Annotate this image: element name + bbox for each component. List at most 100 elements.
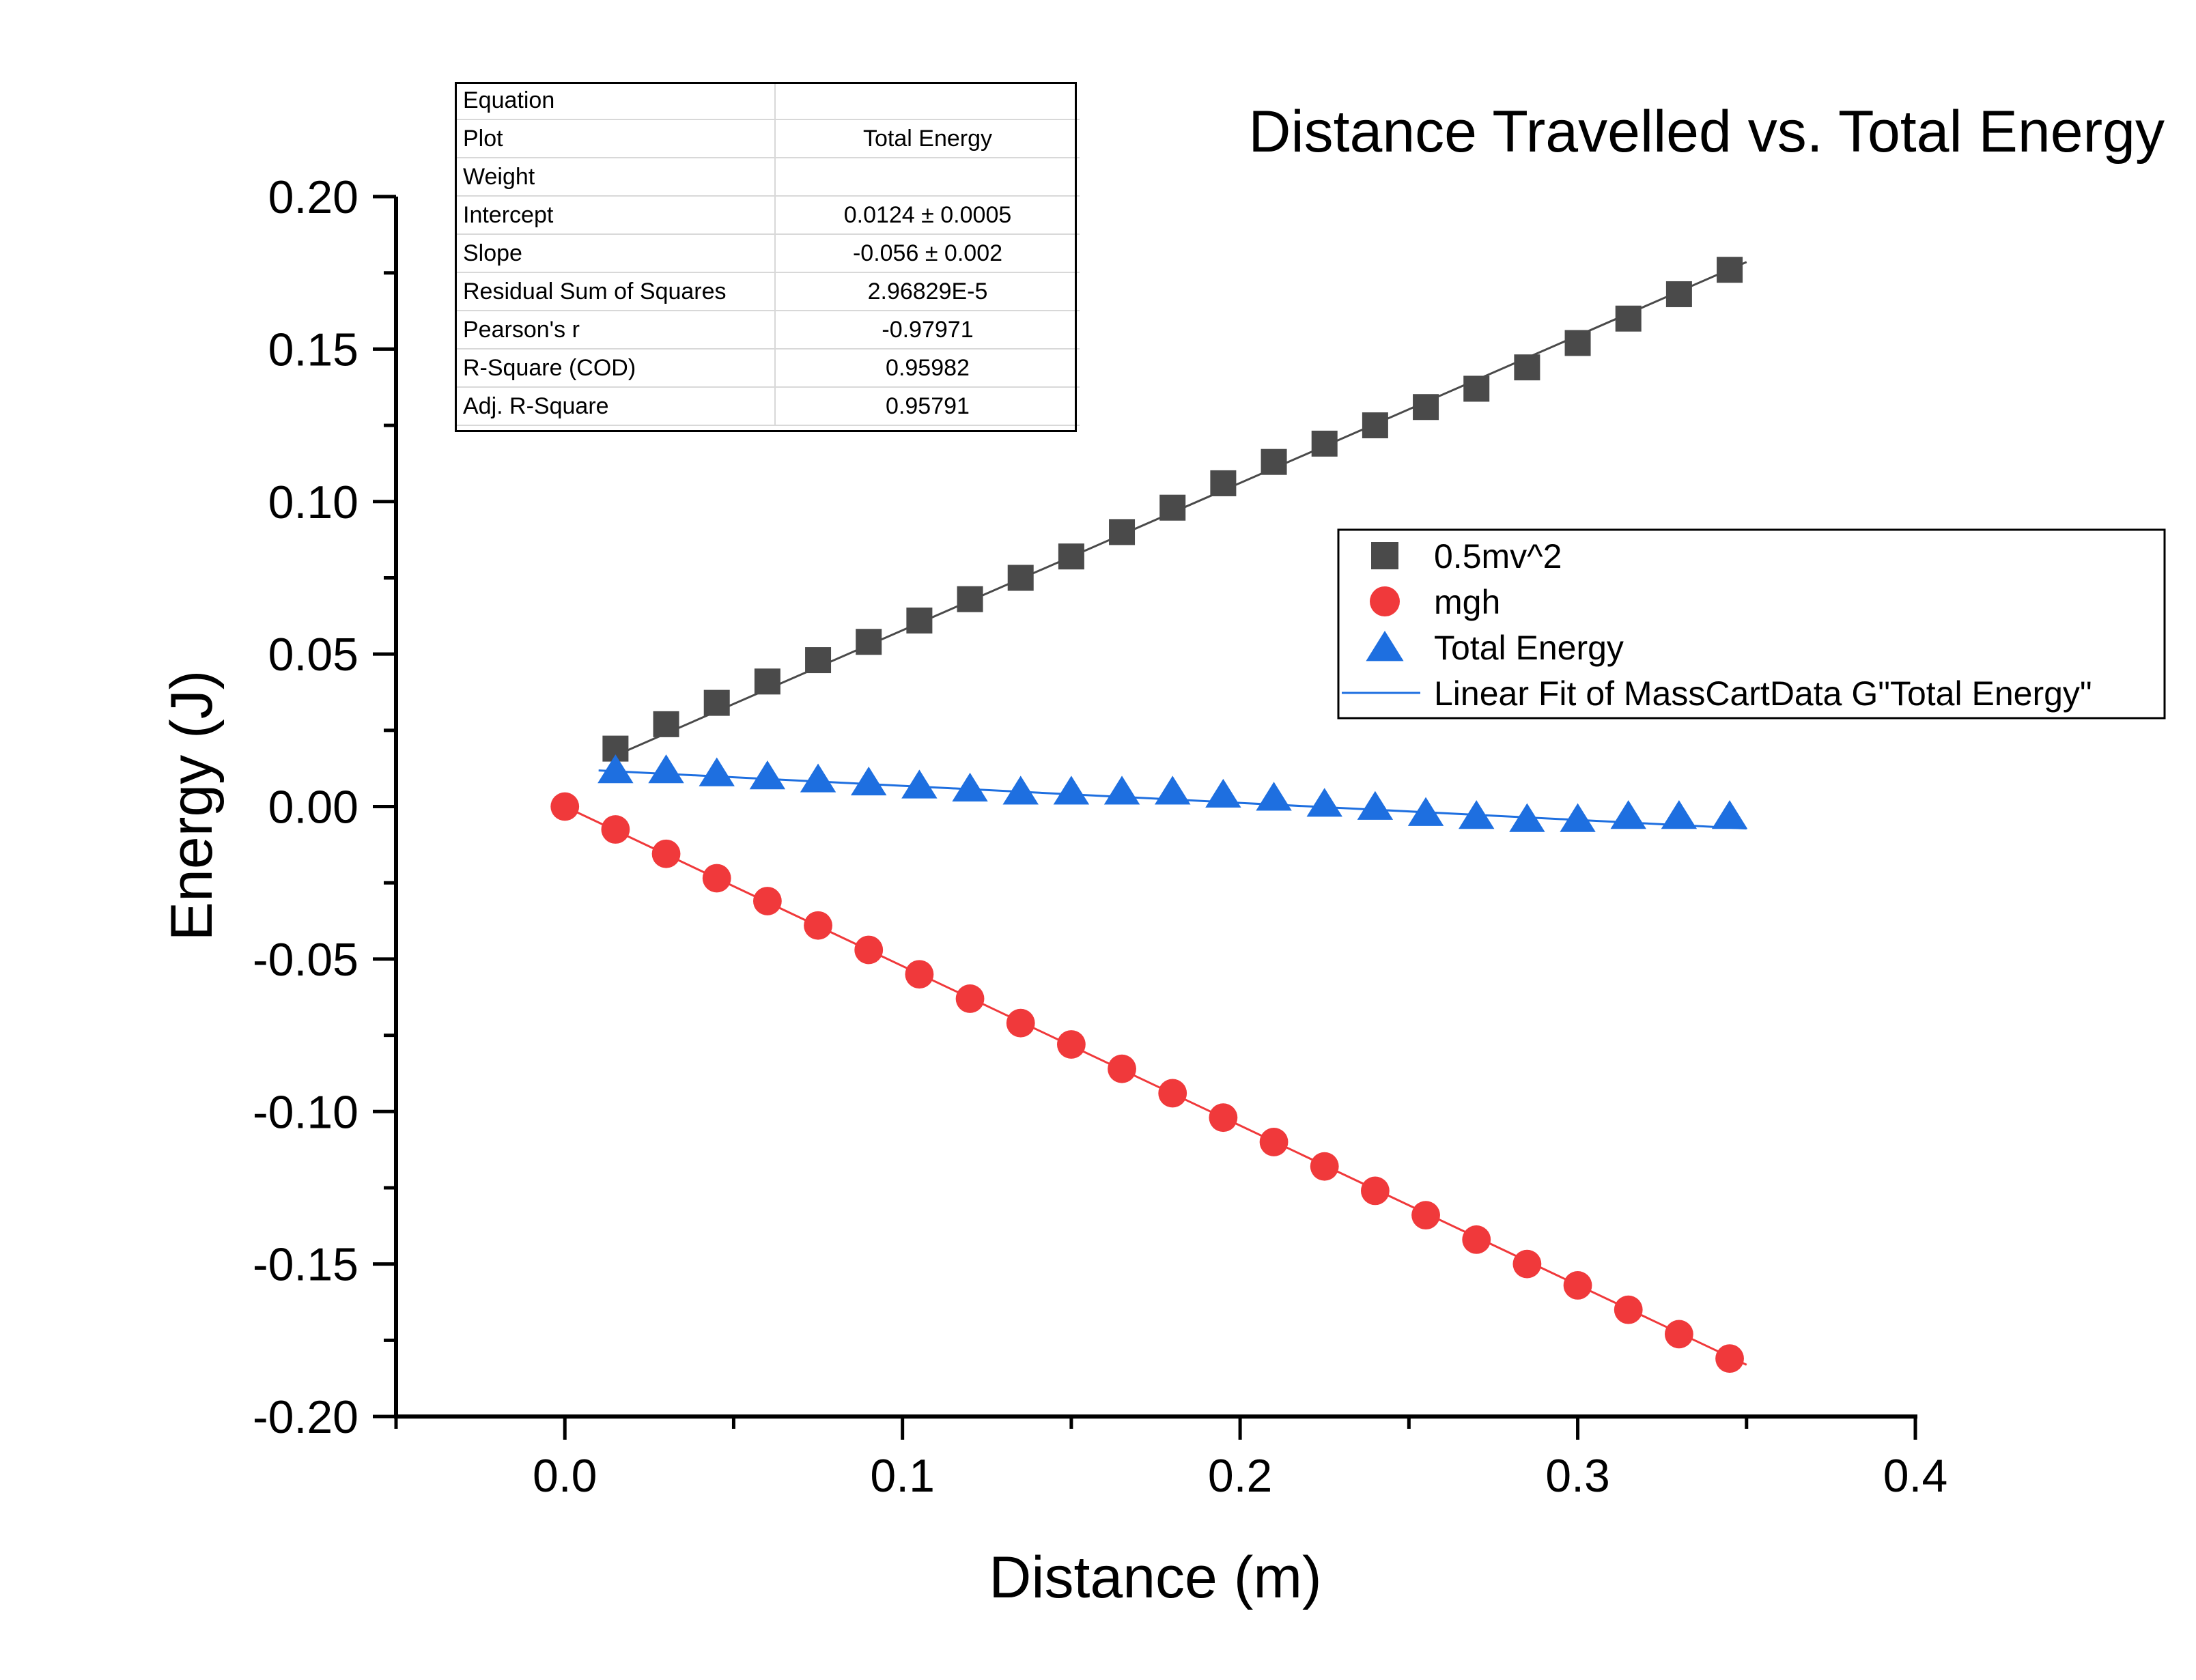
fit-table-label: Intercept (455, 196, 775, 235)
fit-table-label: Pearson's r (455, 311, 775, 350)
data-point (1002, 775, 1039, 805)
fit-table-label: Plot (455, 119, 775, 158)
legend-label: Total Energy (1434, 629, 1624, 667)
data-point (1411, 1201, 1440, 1230)
legend-swatch (1366, 631, 1404, 661)
data-point (1512, 1249, 1542, 1279)
data-point (1306, 788, 1342, 817)
data-point (905, 960, 934, 989)
y-tick-label: 0.05 (268, 629, 358, 681)
y-axis-label: Energy (J) (159, 670, 225, 941)
data-point (1614, 1295, 1643, 1324)
data-point (703, 689, 730, 716)
data-point (1103, 775, 1140, 805)
fit-table-row: Equation (455, 82, 1080, 120)
fit-table-value (774, 158, 1080, 197)
data-point (752, 887, 782, 915)
fit-table-value: 0.95791 (774, 387, 1080, 426)
data-point (749, 760, 786, 790)
x-tick-label: 0.2 (1208, 1450, 1273, 1502)
y-tick-label: 0.15 (268, 324, 358, 375)
data-point (1158, 1079, 1187, 1108)
legend-label: Linear Fit of MassCartData G"Total Energ… (1434, 674, 2092, 713)
data-point (906, 607, 933, 633)
y-tick-label: -0.20 (253, 1391, 358, 1443)
data-point (1311, 430, 1338, 457)
data-point (699, 757, 735, 786)
data-point (804, 911, 832, 940)
data-point (1362, 412, 1388, 439)
fit-table-label: Residual Sum of Squares (455, 272, 775, 311)
fit-table-value: -0.97971 (774, 311, 1080, 350)
y-tick-label: -0.15 (253, 1239, 358, 1291)
data-point (653, 711, 679, 737)
data-point (1210, 470, 1237, 496)
data-points (550, 257, 1748, 1373)
fit-table-row: Adj. R-Square 0.95791 (455, 387, 1080, 426)
legend-label: mgh (1434, 583, 1500, 621)
data-point (1205, 778, 1241, 808)
data-point (1413, 394, 1439, 421)
legend-label: 0.5mv^2 (1434, 537, 1562, 575)
data-point (1259, 1128, 1289, 1156)
data-point (1615, 305, 1642, 332)
x-axis-label: Distance (m) (989, 1545, 1321, 1610)
data-point (1560, 803, 1596, 832)
fit-table-value: -0.056 ± 0.002 (774, 234, 1080, 273)
fit-table-value: Total Energy (774, 119, 1080, 158)
axes: 0.20 0.15 0.10 0.05 0.00 -0.05 -0.10 -0.15 -0.20… (253, 171, 1947, 1502)
data-point (1661, 800, 1698, 829)
fit-results-table: Equation Plot Total Energy Weight Intercept 0… (455, 82, 1080, 426)
data-point (1108, 1054, 1136, 1083)
fit-table-row: Pearson's r -0.97971 (455, 311, 1080, 350)
data-point (851, 766, 887, 796)
fit-table-value: 0.95982 (774, 349, 1080, 388)
data-point (1459, 800, 1495, 829)
data-point (1462, 1225, 1491, 1254)
fit-table-value: 0.0124 ± 0.0005 (774, 196, 1080, 235)
legend-swatch (1371, 542, 1398, 569)
data-point (800, 763, 836, 793)
fit-table-row: Weight (455, 158, 1080, 197)
data-point (1509, 803, 1545, 832)
data-point (1715, 1344, 1744, 1373)
fit-table-row: Slope -0.056 ± 0.002 (455, 234, 1080, 273)
fit-table-label: Adj. R-Square (455, 387, 775, 426)
y-tick-label: 0.10 (268, 476, 358, 528)
legend-frame (1337, 528, 2166, 720)
data-point (550, 792, 580, 821)
data-point (1711, 800, 1748, 829)
data-point (1261, 449, 1287, 475)
data-point (1463, 375, 1490, 402)
y-tick-label: -0.10 (253, 1086, 358, 1138)
data-point (1665, 281, 1692, 307)
data-point (1563, 1270, 1592, 1300)
data-point (1155, 775, 1191, 805)
fit-table-label: R-Square (COD) (455, 349, 775, 388)
data-point (1610, 800, 1646, 829)
x-tick-label: 0.4 (1883, 1450, 1948, 1502)
fit-table-value (774, 82, 1080, 120)
data-point (1006, 1008, 1035, 1038)
data-point (1053, 775, 1090, 805)
data-point (648, 754, 684, 784)
data-point (1357, 791, 1394, 820)
fit-table-row: Plot Total Energy (455, 119, 1080, 158)
data-point (856, 629, 882, 655)
data-point (1514, 354, 1540, 381)
data-point (952, 772, 988, 802)
data-point (955, 984, 985, 1013)
x-tick-label: 0.0 (533, 1450, 597, 1502)
data-point (1717, 257, 1743, 283)
data-point (1159, 494, 1186, 521)
data-point (1564, 330, 1591, 356)
data-point (651, 839, 681, 868)
y-tick-label: -0.05 (253, 934, 358, 986)
data-point (957, 586, 983, 612)
data-point (601, 815, 630, 844)
data-point (1360, 1176, 1390, 1206)
data-point (1209, 1103, 1238, 1133)
fit-table-label: Weight (455, 158, 775, 197)
fit-table-row: Intercept 0.0124 ± 0.0005 (455, 196, 1080, 235)
